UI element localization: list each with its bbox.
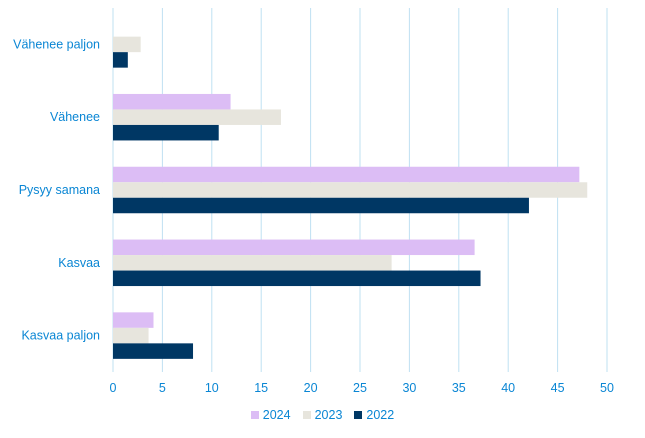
bar-2023 (113, 109, 281, 125)
x-tick-label: 5 (159, 381, 166, 395)
bar-2022 (113, 343, 194, 359)
legend-swatch (302, 411, 311, 419)
x-tick-label: 45 (551, 381, 565, 395)
x-tick-label: 0 (110, 381, 117, 395)
legend-swatch (354, 411, 363, 419)
category-label: Pysyy samana (19, 183, 100, 197)
x-tick-label: 50 (600, 381, 614, 395)
bar-2023 (113, 36, 141, 53)
legend-item-2024: 2024 (250, 408, 291, 422)
bar-2024 (113, 93, 231, 110)
legend-item-2023: 2023 (302, 408, 343, 422)
x-tick-label: 20 (304, 381, 318, 395)
legend-label: 2024 (262, 408, 291, 422)
category-label: Vähenee paljon (13, 37, 100, 51)
x-tick-label: 30 (402, 381, 416, 395)
legend-label: 2023 (314, 408, 343, 422)
x-tick-label: 10 (205, 381, 219, 395)
bar-2023 (113, 182, 588, 198)
bar-2024 (113, 166, 580, 183)
x-tick-label: 25 (353, 381, 367, 395)
bar-2023 (113, 327, 149, 344)
bar-2022 (113, 197, 529, 214)
bar-2022 (113, 52, 128, 68)
category-label: Kasvaa paljon (21, 329, 100, 343)
bar-2024 (113, 239, 475, 256)
bar-2022 (113, 270, 481, 287)
bar-2022 (113, 124, 219, 141)
category-label: Vähenee (50, 110, 100, 124)
x-tick-label: 40 (501, 381, 515, 395)
x-tick-label: 15 (254, 381, 268, 395)
bar-2023 (113, 255, 392, 271)
bar-2024 (113, 312, 154, 328)
legend-swatch (250, 411, 259, 419)
legend-item-2022: 2022 (354, 408, 394, 422)
category-label: Kasvaa (58, 256, 100, 270)
chart-legend: 2024 2023 2022 (0, 408, 645, 422)
legend-label: 2022 (366, 408, 395, 422)
x-tick-label: 35 (452, 381, 466, 395)
